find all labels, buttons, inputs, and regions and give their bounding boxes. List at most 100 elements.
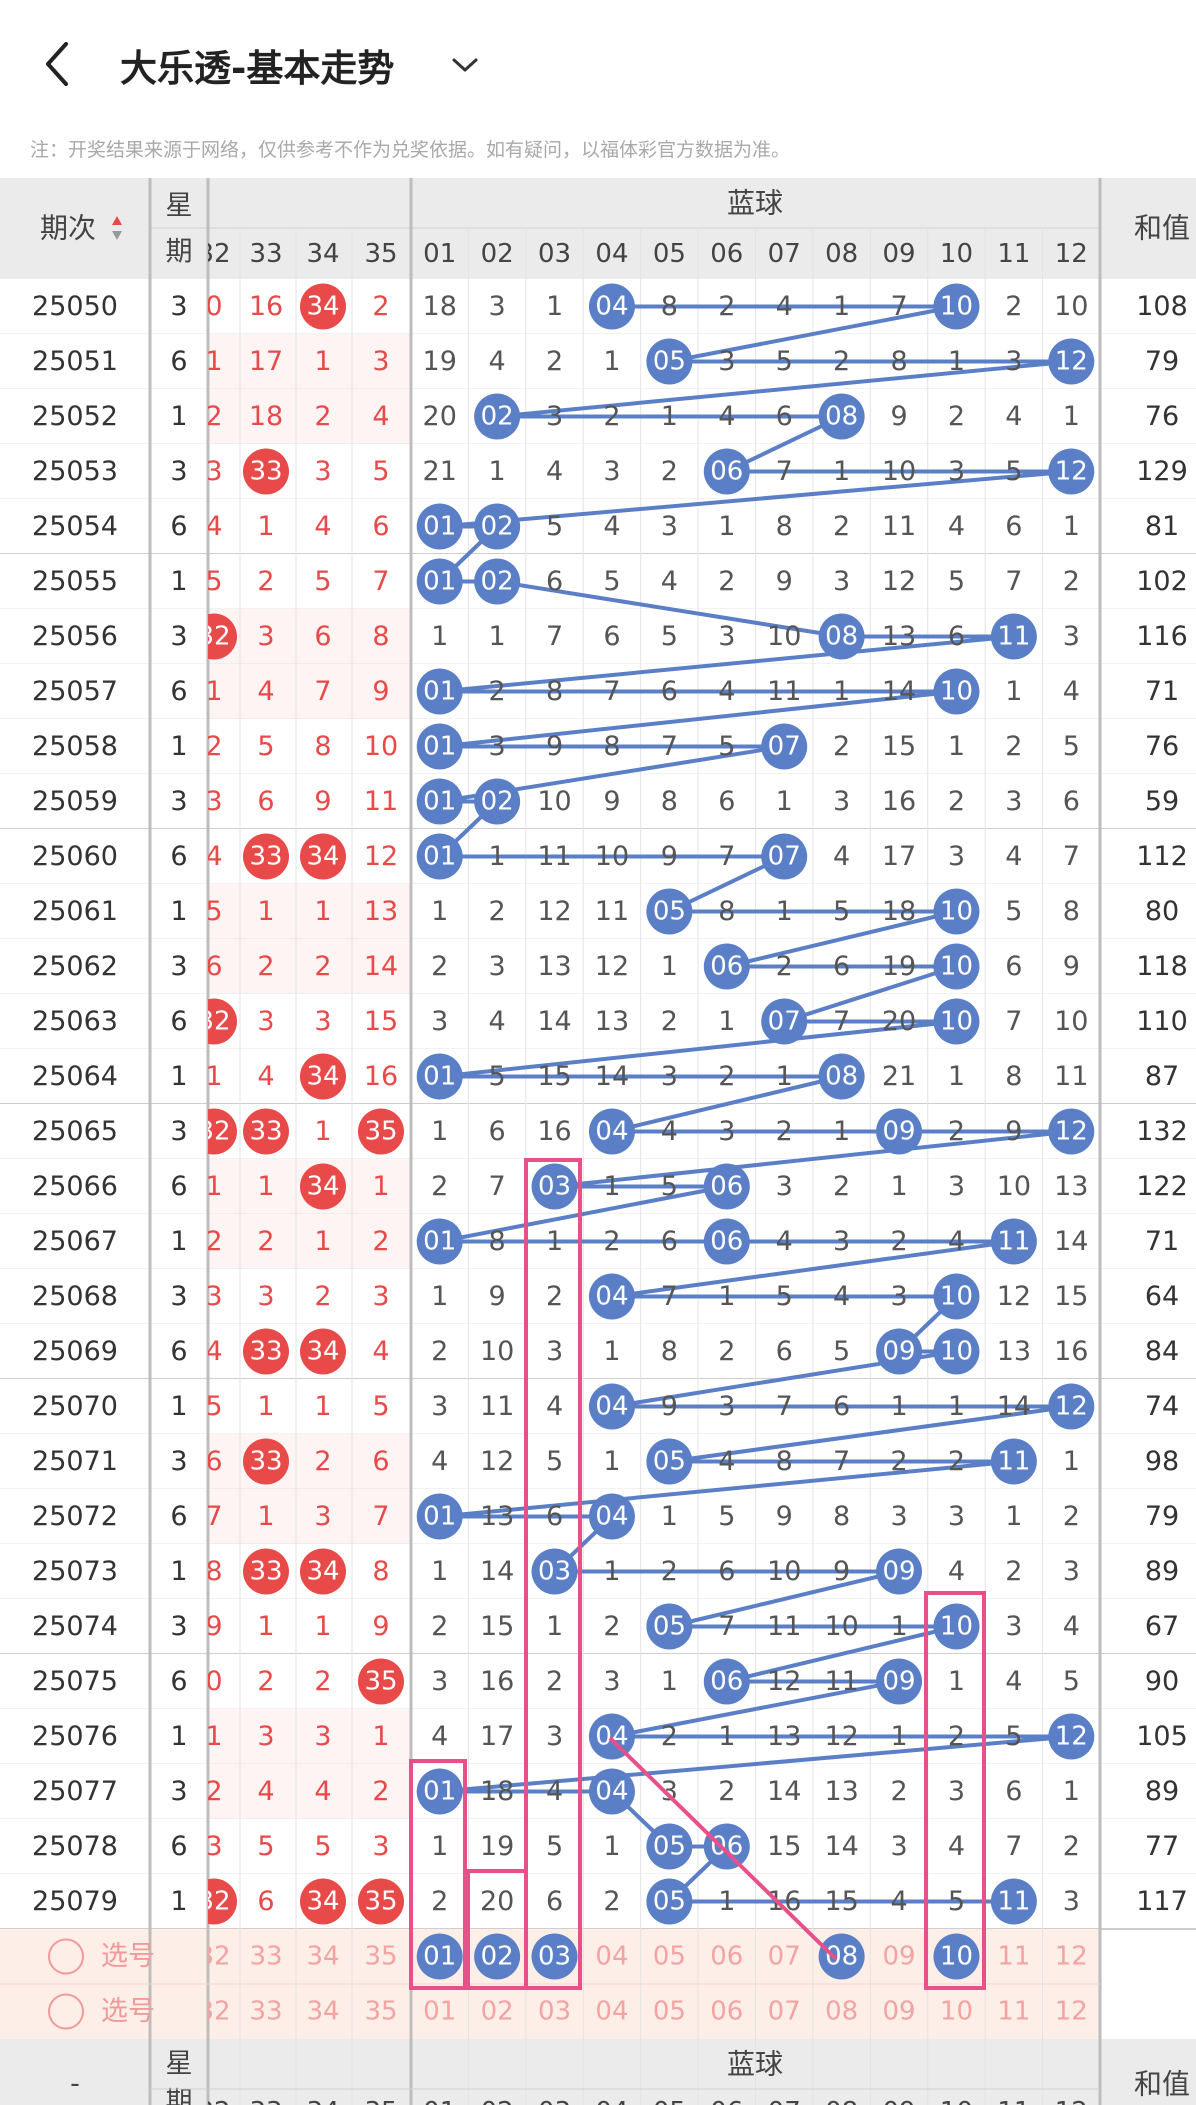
blue-omit-value: 5 — [1063, 731, 1080, 762]
blue-ball-hit — [933, 283, 980, 330]
table-row[interactable]: 25061 1 1 2 12 11 05 8 1 5 18 10 5 8 80 — [32, 888, 1179, 935]
week-day: 6 — [170, 1171, 187, 1202]
select-blue-ball-picked[interactable] — [474, 1933, 521, 1980]
table-row[interactable]: 25059 3 01 02 10 9 8 6 1 3 16 2 3 6 59 — [32, 778, 1179, 825]
blue-omit-value: 14 — [1054, 1226, 1088, 1257]
red-omit-value: 1 — [257, 1501, 274, 1532]
row-bg — [0, 939, 1196, 994]
week-day: 3 — [170, 291, 187, 322]
sum-value: 79 — [1145, 346, 1179, 377]
blue-omit-value: 9 — [603, 786, 620, 817]
blue-ball-hit — [876, 1108, 923, 1155]
blue-col-header: 03 — [538, 239, 571, 269]
table-row[interactable]: 25071 3 4 12 5 1 05 4 8 7 2 2 11 1 98 — [32, 1438, 1179, 1485]
blue-omit-value: 1 — [1005, 676, 1022, 707]
table-row[interactable]: 25074 3 2 15 1 2 05 7 11 10 1 10 3 4 67 — [32, 1603, 1179, 1650]
blue-ball-number: 01 — [423, 842, 456, 872]
blue-omit-value: 5 — [948, 566, 965, 597]
table-row[interactable]: 25052 1 20 02 3 2 1 4 6 08 9 2 4 1 76 — [32, 393, 1179, 440]
blue-omit-value: 8 — [776, 1446, 793, 1477]
blue-ball-number: 11 — [997, 622, 1030, 652]
blue-omit-value: 12 — [537, 896, 571, 927]
table-row[interactable]: 25075 6 3 16 2 3 1 06 12 11 09 1 4 5 90 — [32, 1658, 1179, 1705]
blue-omit-value: 1 — [603, 1831, 620, 1862]
select-blue-ball-picked[interactable] — [818, 1933, 865, 1980]
red-omit-value: 3 — [205, 456, 222, 487]
table-row[interactable]: 25068 3 1 9 2 04 7 1 5 4 3 10 12 15 64 — [32, 1273, 1179, 1320]
back-button[interactable] — [38, 38, 82, 90]
red-omit-value: 6 — [257, 1886, 274, 1917]
table-row[interactable]: 25062 3 2 3 13 12 1 06 2 6 19 10 6 9 118 — [32, 943, 1188, 990]
blue-ball-hit — [703, 1218, 750, 1265]
table-row[interactable]: 25079 1 2 20 6 2 05 1 16 15 4 5 11 3 117 — [32, 1878, 1188, 1925]
sort-down-arrow[interactable] — [112, 231, 122, 240]
table-row[interactable]: 25065 3 1 6 16 04 4 3 2 1 09 2 9 12 132 — [32, 1108, 1188, 1155]
sum-value: 77 — [1145, 1831, 1179, 1862]
back-arrow-icon[interactable] — [38, 38, 82, 90]
table-row[interactable]: 25051 6 19 4 2 1 05 3 5 2 8 1 3 12 79 — [32, 338, 1179, 385]
blue-omit-value: 10 — [824, 1611, 858, 1642]
chevron-down-icon[interactable] — [448, 48, 482, 82]
red-omit-value: 6 — [372, 511, 389, 542]
table-row[interactable]: 25072 6 01 13 6 04 1 5 9 8 3 3 1 2 79 — [32, 1493, 1179, 1540]
red-omit-value: 3 — [205, 1281, 222, 1312]
select-blue-ball-number: 02 — [481, 1942, 514, 1972]
blue-omit-value: 4 — [890, 1886, 907, 1917]
table-row[interactable]: 25070 1 3 11 4 04 9 3 7 6 1 1 14 12 74 — [32, 1383, 1179, 1430]
table-row[interactable]: 25050 3 18 3 1 04 8 2 4 1 7 10 2 10 108 — [32, 283, 1188, 330]
red-omit-value: 0 — [205, 291, 222, 322]
blue-omit-value: 7 — [661, 1281, 678, 1312]
blue-omit-value: 3 — [948, 1776, 965, 1807]
red-ball-hit — [243, 448, 289, 495]
week-day: 6 — [170, 511, 187, 542]
table-row[interactable]: 25064 1 01 5 15 14 3 2 1 08 21 1 8 11 87 — [32, 1053, 1179, 1100]
sort-up-arrow[interactable] — [112, 216, 122, 225]
table-row[interactable]: 25073 1 1 14 03 1 2 6 10 9 09 4 2 3 89 — [32, 1548, 1179, 1595]
blue-omit-value: 1 — [833, 676, 850, 707]
select-radio[interactable] — [48, 1993, 84, 2030]
red-omit-value: 3 — [205, 1831, 222, 1862]
table-row[interactable]: 25056 3 1 1 7 6 5 3 10 08 13 6 11 3 116 — [32, 613, 1188, 660]
select-blue-ball-picked[interactable] — [531, 1933, 578, 1980]
red-omit-value: 10 — [364, 731, 398, 762]
select-blue-ball-picked[interactable] — [933, 1933, 980, 1980]
table-row[interactable]: 25055 1 01 02 6 5 4 2 9 3 12 5 7 2 102 — [32, 558, 1188, 605]
blue-omit-value: 2 — [603, 1886, 620, 1917]
red-col-header: 33 — [249, 239, 282, 269]
blue-omit-value: 16 — [767, 1886, 801, 1917]
select-blue-ball-picked[interactable] — [416, 1933, 463, 1980]
blue-omit-value: 2 — [1063, 566, 1080, 597]
table-row[interactable]: 25054 6 01 02 5 4 3 1 8 2 11 4 6 1 81 — [32, 503, 1179, 550]
title-dropdown-button[interactable] — [448, 48, 482, 82]
table-row[interactable]: 25058 1 01 3 9 8 7 5 07 2 15 1 2 5 76 — [32, 723, 1179, 770]
table-row[interactable]: 25057 6 01 2 8 7 6 4 11 1 14 10 1 4 71 — [32, 668, 1179, 715]
table-row[interactable]: 25060 6 01 1 11 10 9 7 07 4 17 3 4 7 112 — [32, 833, 1188, 880]
blue-omit-value: 1 — [776, 1061, 793, 1092]
table-row[interactable]: 25053 3 21 1 4 3 2 06 7 1 10 3 5 12 129 — [32, 448, 1188, 495]
red-omit-value: 6 — [257, 786, 274, 817]
select-blue-ball: 05 — [653, 1942, 686, 1972]
table-row[interactable]: 25069 6 2 10 3 1 8 2 6 5 09 10 13 16 84 — [32, 1328, 1179, 1375]
table-row[interactable]: 25078 6 1 19 5 1 05 06 15 14 3 4 7 2 77 — [32, 1823, 1179, 1870]
red-ball-number: 33 — [249, 1447, 282, 1477]
sum-value: 76 — [1145, 731, 1179, 762]
blue-omit-value: 3 — [718, 621, 735, 652]
select-row[interactable]: 选号 32 33 34 35 01 02 03 04 05 06 07 08 09 10 11 12 — [48, 1933, 1088, 1980]
red-omit-value: 3 — [314, 456, 331, 487]
table-row[interactable]: 25077 3 01 18 4 04 3 2 14 13 2 3 6 1 89 — [32, 1768, 1179, 1815]
blue-omit-value: 2 — [890, 1446, 907, 1477]
table-row[interactable]: 25066 6 2 7 03 1 5 06 3 2 1 3 10 13 122 — [32, 1163, 1188, 1210]
table-row[interactable]: 25067 1 01 8 1 2 6 06 4 3 2 4 11 14 71 — [32, 1218, 1179, 1265]
blue-omit-value: 6 — [661, 676, 678, 707]
blue-omit-value: 8 — [890, 346, 907, 377]
table-row[interactable]: 25076 1 4 17 3 04 2 1 13 12 1 2 5 12 105 — [32, 1713, 1188, 1760]
select-row[interactable]: 选号 32 33 34 35 01 02 03 04 05 06 07 08 09 10 11 12 — [48, 1993, 1088, 2030]
blue-omit-value: 11 — [480, 1391, 514, 1422]
blue-ball-hit — [646, 1438, 693, 1485]
table-row[interactable]: 25063 6 3 4 14 13 2 1 07 7 20 10 7 10 110 — [32, 998, 1188, 1045]
red-zone-shade — [208, 884, 411, 939]
issue-number: 25075 — [32, 1666, 118, 1697]
sum-value: 87 — [1145, 1061, 1179, 1092]
sort-toggle-icon[interactable] — [112, 216, 122, 240]
select-radio[interactable] — [48, 1938, 84, 1975]
